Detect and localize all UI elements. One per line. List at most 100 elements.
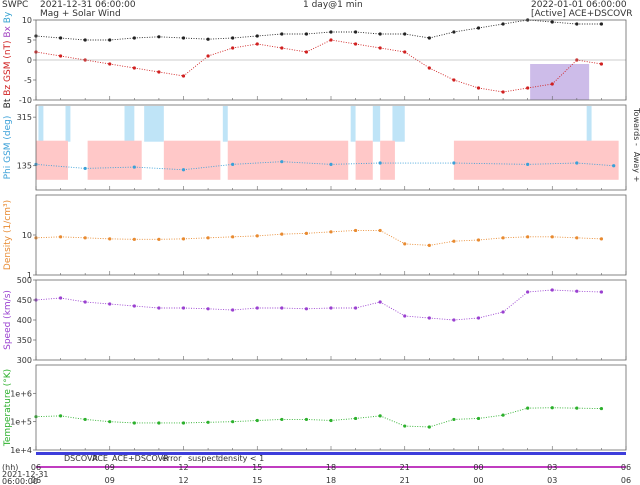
point-mag-bz-gsm xyxy=(231,46,235,50)
trace-mag-bz-gsm xyxy=(453,79,479,89)
trace-temperature-temperature xyxy=(257,418,282,421)
trace-speed-speed xyxy=(281,307,307,310)
trace-density-density xyxy=(183,237,209,240)
point-phi-phi-gsm xyxy=(280,160,284,164)
phi-towards-band xyxy=(392,106,405,142)
legend-entry: suspect xyxy=(188,454,219,463)
trace-mag-bz-gsm xyxy=(429,67,455,81)
trace-mag-bz-gsm xyxy=(35,51,61,57)
legend-entry: DSCOVR xyxy=(64,454,98,463)
phi-towards-band xyxy=(38,106,44,142)
trace-density-density xyxy=(330,229,356,233)
trace-speed-speed xyxy=(208,308,233,311)
phi-away-band xyxy=(163,140,221,180)
ylabel-temperature: Temperature (°K) xyxy=(3,369,13,447)
hour-tick-lower: 18 xyxy=(326,476,336,485)
point-mag-bt xyxy=(157,35,161,39)
trace-phi-phi-gsm xyxy=(527,162,577,165)
trace-speed-speed xyxy=(429,317,454,321)
trace-mag-bt xyxy=(355,31,381,35)
trace-density-density xyxy=(552,236,577,239)
trace-mag-bz-gsm xyxy=(306,39,332,53)
phi-towards-band xyxy=(350,106,356,142)
trace-mag-bt xyxy=(158,36,184,39)
trace-mag-bz-gsm xyxy=(232,43,258,49)
point-temperature-temperature xyxy=(157,421,161,425)
trace-mag-bt xyxy=(257,33,282,37)
trace-speed-speed xyxy=(355,301,381,309)
ytick-label: 10 xyxy=(22,231,32,240)
hour-tick-upper: 18 xyxy=(326,463,336,472)
ylabel-density: Density (1/cm³) xyxy=(3,200,13,270)
point-speed-speed xyxy=(132,304,136,308)
trace-density-density xyxy=(503,236,528,239)
trace-temperature-temperature xyxy=(232,420,258,423)
hour-tick-upper: 12 xyxy=(178,463,188,472)
trace-density-density xyxy=(453,239,479,242)
trace-mag-bz-gsm xyxy=(134,67,159,73)
trace-density-density xyxy=(379,230,405,245)
hour-tick-upper: 06 xyxy=(31,463,41,472)
ylabel-part: Bz GSM (nT) xyxy=(3,40,13,98)
ytick-label: 1 xyxy=(27,271,32,280)
phi-towards-band xyxy=(372,106,381,142)
trace-mag-bz-gsm xyxy=(207,47,233,57)
phi-away-band xyxy=(380,140,395,180)
ytick-label: 1e+6 xyxy=(10,389,32,398)
point-mag-bz-gsm xyxy=(599,62,604,66)
hour-tick-upper: 03 xyxy=(547,463,557,472)
trace-mag-bz-gsm xyxy=(257,43,282,49)
trace-mag-bz-gsm xyxy=(576,59,602,65)
phi-towards-band xyxy=(65,106,71,142)
ylabel-phi: Phi GSM (deg) xyxy=(3,116,13,180)
ytick-label: 10 xyxy=(22,16,32,25)
trace-density-density xyxy=(208,236,233,239)
trace-speed-speed xyxy=(552,289,577,292)
ytick-label: 135 xyxy=(17,162,32,171)
trace-speed-speed xyxy=(404,315,430,319)
point-mag-bt xyxy=(206,37,210,41)
ytick-label: 350 xyxy=(17,336,32,345)
footer-time: 06:00:00 xyxy=(2,477,38,485)
trace-speed-speed xyxy=(183,307,209,310)
point-speed-speed xyxy=(231,308,235,312)
axis-labels: Bt Bz GSM (nT) Bx By Phi GSM (deg) Towards… xyxy=(3,11,640,447)
phi-towards-band xyxy=(144,106,164,142)
panel-frame-density xyxy=(35,194,627,276)
point-density-density xyxy=(550,235,554,239)
trace-density-density xyxy=(281,232,307,235)
hour-tick-upper: 09 xyxy=(105,463,115,472)
trace-density-density xyxy=(35,236,61,239)
trace-mag-bz-gsm xyxy=(503,87,528,93)
trace-speed-speed xyxy=(502,291,528,313)
source-bar xyxy=(36,452,626,455)
trace-temperature-temperature xyxy=(429,418,455,428)
trace-mag-bt xyxy=(552,21,577,25)
trace-mag-bt xyxy=(429,31,455,39)
source-bar-lower xyxy=(36,466,626,468)
panel-bands xyxy=(36,64,619,180)
trace-speed-speed xyxy=(109,303,135,307)
trace-temperature-temperature xyxy=(355,415,381,419)
trace-phi-phi-gsm xyxy=(330,162,381,165)
point-phi-phi-gsm xyxy=(132,165,136,169)
hour-tick-lower: 09 xyxy=(105,476,115,485)
trace-mag-bz-gsm xyxy=(183,55,209,77)
ytick-label: 1e+5 xyxy=(10,418,32,427)
legend-entry: ACE+DSCOVR xyxy=(112,454,169,463)
panel-frame-speed xyxy=(35,279,627,361)
trace-mag-bz-gsm xyxy=(85,59,110,65)
point-mag-bz-gsm xyxy=(157,70,161,74)
ytick-label: 5 xyxy=(27,36,32,45)
trace-mag-bt xyxy=(453,27,479,33)
point-density-density xyxy=(231,235,235,239)
trace-density-density xyxy=(85,237,110,240)
point-phi-phi-gsm xyxy=(231,162,235,166)
trace-mag-bz-gsm xyxy=(60,55,86,61)
point-mag-bt xyxy=(231,36,235,40)
trace-temperature-temperature xyxy=(330,417,356,421)
hour-tick-lower: 06 xyxy=(31,476,41,485)
point-temperature-temperature xyxy=(599,406,604,411)
point-density-density xyxy=(403,242,407,246)
